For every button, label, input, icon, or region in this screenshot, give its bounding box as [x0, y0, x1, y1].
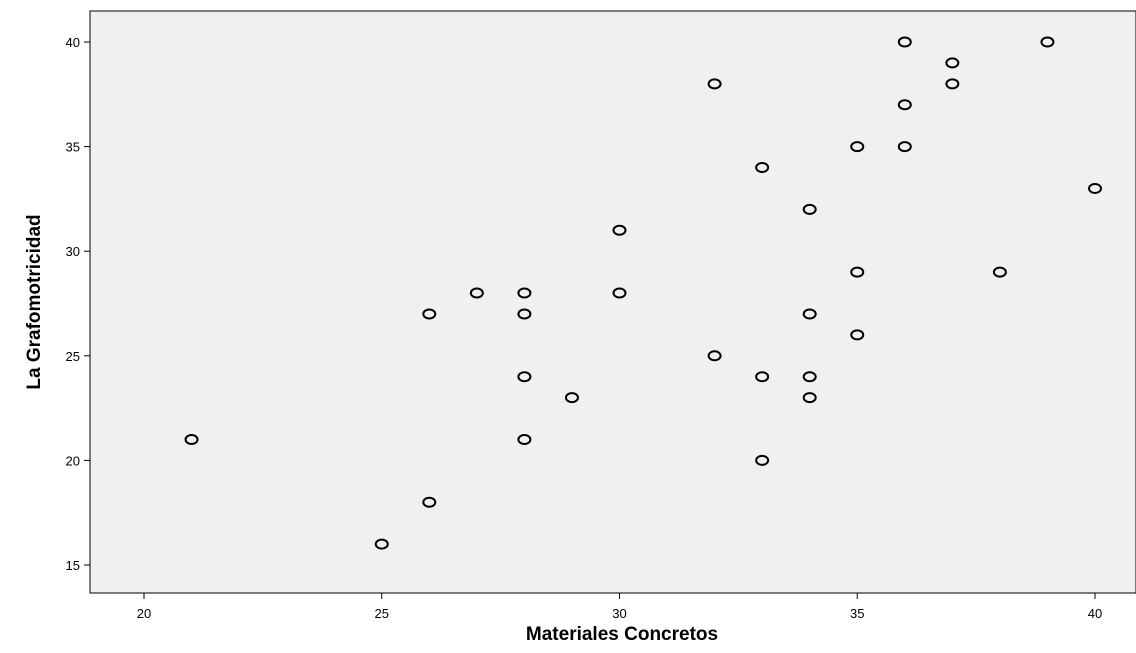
x-axis-title: Materiales Concretos [526, 624, 718, 645]
data-point [707, 350, 722, 362]
data-point [850, 329, 865, 341]
x-tick-label: 30 [612, 606, 626, 621]
data-point [1040, 36, 1055, 48]
data-point [469, 287, 484, 299]
data-point [802, 308, 817, 320]
data-point [564, 392, 579, 404]
data-point [992, 266, 1007, 278]
data-point [850, 141, 865, 153]
x-tick-label: 40 [1088, 606, 1102, 621]
y-axis-title: La Grafomotricidad [24, 214, 45, 389]
data-point [755, 371, 770, 383]
data-point [802, 203, 817, 215]
y-tick-label: 25 [66, 349, 80, 364]
data-point [802, 371, 817, 383]
data-point [517, 433, 532, 445]
data-point [897, 141, 912, 153]
data-points [184, 36, 1102, 550]
data-point [802, 392, 817, 404]
y-axis: 15 20 25 30 35 40 [66, 35, 90, 573]
y-tick-label: 15 [66, 558, 80, 573]
data-point [850, 266, 865, 278]
data-point [422, 308, 437, 320]
data-point [517, 371, 532, 383]
y-tick-label: 20 [66, 453, 80, 468]
x-axis: 20 25 30 35 40 [137, 593, 1102, 621]
data-point [184, 433, 199, 445]
data-point [517, 287, 532, 299]
data-point [374, 538, 389, 550]
data-point [755, 162, 770, 174]
y-tick-label: 40 [66, 35, 80, 50]
y-tick-label: 35 [66, 140, 80, 155]
data-point [517, 308, 532, 320]
data-point [1088, 182, 1102, 194]
data-point [612, 224, 627, 236]
data-point [945, 78, 960, 90]
y-tick-label: 30 [66, 244, 80, 259]
x-tick-label: 20 [137, 606, 151, 621]
data-point [755, 454, 770, 466]
data-point [897, 99, 912, 111]
data-point [945, 57, 960, 69]
x-tick-label: 25 [375, 606, 389, 621]
data-point [897, 36, 912, 48]
plot-area [89, 10, 1136, 594]
data-point [422, 496, 437, 508]
x-tick-label: 35 [850, 606, 864, 621]
data-point [612, 287, 627, 299]
data-point [707, 78, 722, 90]
